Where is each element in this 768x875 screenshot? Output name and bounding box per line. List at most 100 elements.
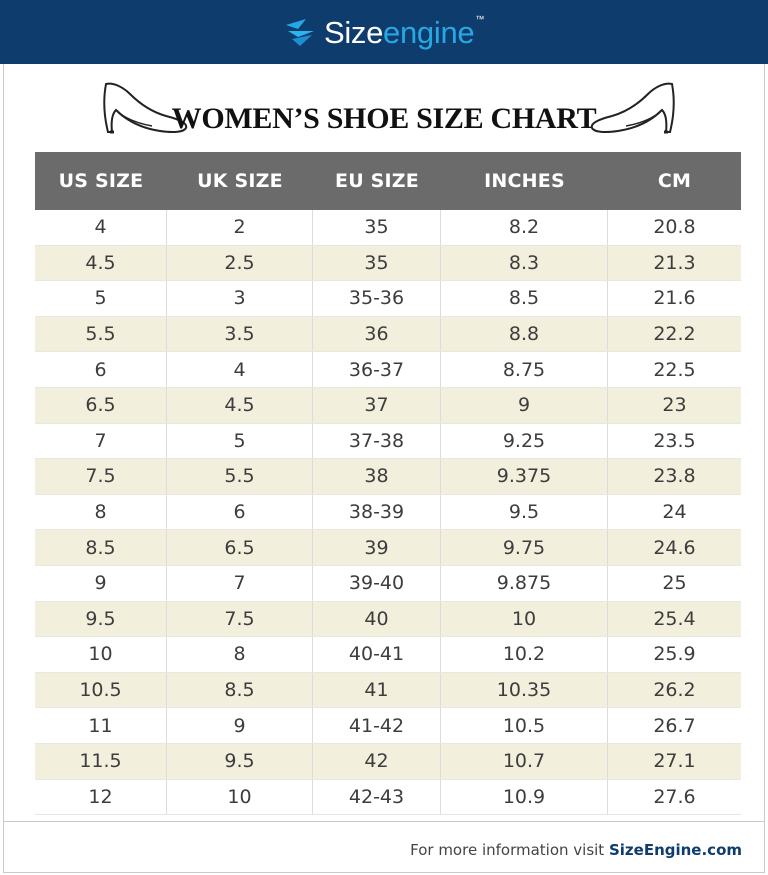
footer-text: For more information visit <box>410 841 609 859</box>
table-row: 6.5 4.5 37 9 23 <box>35 387 741 424</box>
cell-inches: 10.35 <box>441 672 608 708</box>
cell-us-size: 7.5 <box>35 459 167 494</box>
table-header: US SIZE UK SIZE EU SIZE INCHES CM <box>35 152 741 210</box>
cell-inches: 10 <box>441 601 608 637</box>
cell-uk-size: 3 <box>167 281 313 316</box>
cell-cm: 21.6 <box>653 287 696 310</box>
column-header-uk-size: UK SIZE <box>197 170 283 192</box>
cell-uk-size: 4.5 <box>167 387 313 423</box>
cell-uk-size: 7.5 <box>167 601 313 637</box>
brand-logo[interactable]: Sizeengine™ <box>284 13 485 50</box>
column-header-inches: INCHES <box>484 170 565 192</box>
cell-us-size: 4.5 <box>35 245 167 281</box>
table-row: 6 4 36-37 8.75 22.5 <box>35 352 741 388</box>
content-frame <box>3 64 765 873</box>
cell-inches: 9.75 <box>441 530 608 565</box>
cell-inches: 10.9 <box>441 779 608 815</box>
cell-us-size: 8.5 <box>35 530 167 565</box>
cell-uk-size: 8 <box>167 637 313 672</box>
table-row: 4 2 35 8.2 20.8 <box>35 210 741 246</box>
cell-cm: 25 <box>662 572 687 595</box>
cell-inches: 9.25 <box>441 423 608 459</box>
table-row: 12 10 42-43 10.9 27.6 <box>35 779 741 816</box>
chart-title: WOMEN’S SHOE SIZE CHART <box>171 102 597 135</box>
cell-eu-size: 42 <box>313 743 441 779</box>
cell-uk-size: 5 <box>167 423 313 459</box>
cell-eu-size: 36-37 <box>313 352 441 387</box>
table-body: 4 2 35 8.2 20.8 4.5 2.5 35 8.3 21.3 5 3 35-36 8.5 21.6… <box>35 210 741 816</box>
cell-cm: 23.8 <box>653 465 696 488</box>
cell-eu-size: 41 <box>313 672 441 708</box>
cell-uk-size: 9.5 <box>167 743 313 779</box>
cell-uk-size: 6.5 <box>167 530 313 565</box>
table-row: 7.5 5.5 38 9.375 23.8 <box>35 459 741 495</box>
cell-inches: 8.3 <box>441 245 608 281</box>
cell-us-size: 7 <box>35 423 167 459</box>
table-row: 7 5 37-38 9.25 23.5 <box>35 423 741 460</box>
table-row: 9 7 39-40 9.875 25 <box>35 565 741 602</box>
cell-eu-size: 39 <box>313 530 441 565</box>
top-header-bar: Sizeengine™ <box>0 0 768 64</box>
cell-uk-size: 7 <box>167 565 313 601</box>
cell-cm: 21.3 <box>653 251 696 274</box>
table-row: 10.5 8.5 41 10.35 26.2 <box>35 672 741 709</box>
cell-eu-size: 41-42 <box>313 708 441 743</box>
brand-name: Sizeengine™ <box>323 13 485 50</box>
cell-eu-size: 40 <box>313 601 441 637</box>
cell-cm: 24.6 <box>653 536 696 559</box>
high-heel-shoe-icon <box>590 82 675 134</box>
cell-us-size: 6.5 <box>35 387 167 423</box>
cell-cm: 20.8 <box>653 216 696 239</box>
table-row: 11 9 41-42 10.5 26.7 <box>35 708 741 744</box>
cell-us-size: 5 <box>35 281 167 316</box>
column-header-eu-size: EU SIZE <box>335 170 419 192</box>
cell-uk-size: 6 <box>167 494 313 530</box>
cell-uk-size: 3.5 <box>167 316 313 352</box>
column-header-cm: CM <box>657 170 692 192</box>
table-row: 8.5 6.5 39 9.75 24.6 <box>35 530 741 566</box>
cell-inches: 8.8 <box>441 316 608 352</box>
cell-cm: 27.1 <box>653 750 696 773</box>
cell-eu-size: 36 <box>313 316 441 352</box>
cell-inches: 10.7 <box>441 743 608 779</box>
cell-us-size: 8 <box>35 494 167 530</box>
table-row: 9.5 7.5 40 10 25.4 <box>35 601 741 638</box>
cell-cm: 22.5 <box>653 358 696 381</box>
footer-divider <box>3 821 765 822</box>
cell-inches: 9.5 <box>441 494 608 530</box>
cell-uk-size: 5.5 <box>167 459 313 494</box>
cell-inches: 10.5 <box>441 708 608 743</box>
footer-link[interactable]: SizeEngine.com <box>608 841 742 859</box>
cell-cm: 25.4 <box>653 607 696 630</box>
brand-name-size: Size <box>323 14 384 50</box>
cell-eu-size: 35-36 <box>313 281 441 316</box>
table-row: 8 6 38-39 9.5 24 <box>35 494 741 531</box>
trademark-mark: ™ <box>475 13 485 24</box>
table-row: 5.5 3.5 36 8.8 22.2 <box>35 316 741 353</box>
brand-name-engine: engine <box>383 14 475 50</box>
cell-uk-size: 10 <box>167 779 313 815</box>
cell-cm: 26.2 <box>653 679 696 702</box>
cell-us-size: 11.5 <box>35 743 167 779</box>
cell-us-size: 6 <box>35 352 167 387</box>
table-row: 11.5 9.5 42 10.7 27.1 <box>35 743 741 780</box>
cell-inches: 9 <box>441 387 608 423</box>
cell-inches: 8.5 <box>441 281 608 316</box>
cell-uk-size: 8.5 <box>167 672 313 708</box>
cell-cm: 26.7 <box>653 714 696 737</box>
size-chart-table: US SIZE UK SIZE EU SIZE INCHES CM 4 2 35 8.… <box>35 152 741 816</box>
sizeengine-logo-icon <box>285 19 314 46</box>
cell-us-size: 9.5 <box>35 601 167 637</box>
cell-eu-size: 38 <box>313 459 441 494</box>
cell-cm: 25.9 <box>653 643 696 666</box>
title-row: WOMEN’S SHOE SIZE CHART <box>0 78 768 142</box>
cell-us-size: 9 <box>35 565 167 601</box>
cell-eu-size: 35 <box>313 210 441 245</box>
cell-us-size: 10.5 <box>35 672 167 708</box>
cell-inches: 9.875 <box>441 565 608 601</box>
cell-eu-size: 40-41 <box>313 637 441 672</box>
table-row: 4.5 2.5 35 8.3 21.3 <box>35 245 741 282</box>
high-heel-shoe-icon <box>103 82 188 134</box>
cell-cm: 24 <box>662 501 687 524</box>
cell-cm: 23.5 <box>653 429 696 452</box>
